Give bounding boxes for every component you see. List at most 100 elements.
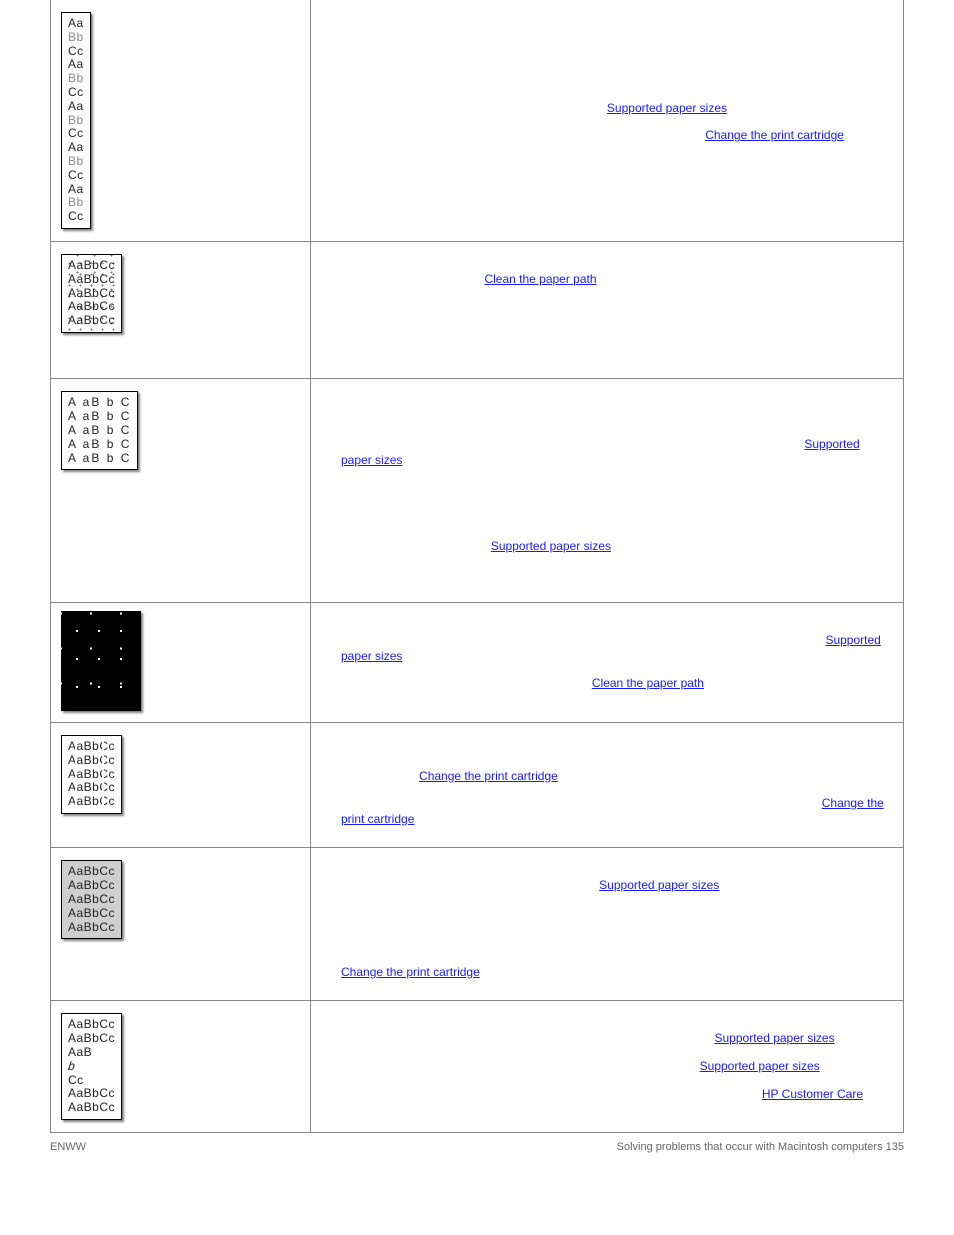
print-sample: AaBbCcAaBbCcAaBbCcAaBbCcAaBbCc xyxy=(61,735,122,814)
print-sample: AaBbCcAaBbCcAaBbCcAaBbCcAaBbCc xyxy=(61,254,122,333)
sample-line: AaBbCc xyxy=(68,273,115,287)
sample-cell: AaBbCcAaBbCcAaBbCcAaBbCcAaBbCc xyxy=(51,1001,311,1133)
sample-line: AaBbCc xyxy=(68,300,115,314)
sample-cell: AaBbCcAaBbCcAaBbCcAaBbCcAaBbCc xyxy=(51,723,311,848)
sample-line: A aB b C xyxy=(68,424,131,438)
solution-item: If the entire page is light, the print d… xyxy=(341,58,893,89)
sample-cell xyxy=(51,603,311,723)
doc-link[interactable]: Clean the paper path xyxy=(484,272,596,286)
sample-line: AaBbCc xyxy=(68,768,115,782)
sample-line: AaBbCc xyxy=(68,1018,115,1032)
sample-line: AaBbCc xyxy=(68,259,115,273)
sample-line: AaBbCc xyxy=(68,781,115,795)
solution-item: If characters are improperly formed, the… xyxy=(341,1087,893,1103)
solution-item: Change the media to a lighter basis weig… xyxy=(341,878,893,894)
doc-link[interactable]: Supported paper sizes xyxy=(341,633,881,663)
solution-list: A single sheet of media might be defecti… xyxy=(321,409,893,582)
doc-link[interactable]: Change the print cartridge xyxy=(341,965,480,979)
solution-item: The media might not meet HP specificatio… xyxy=(341,437,893,468)
doc-link[interactable]: Change the print cartridge xyxy=(341,796,884,826)
footer-left: ENWW xyxy=(50,1141,86,1153)
solution-list: Clean the paper path. See Clean the pape… xyxy=(321,272,893,358)
solution-item: The print cartridge might be defective o… xyxy=(341,128,893,144)
sample-line: AaBbCc xyxy=(68,100,84,141)
row-intro: Vertical lines – Try these steps: xyxy=(321,733,893,747)
page: AaBbCcAaBbCcAaBbCcAaBbCcAaBbCcLight prin… xyxy=(0,0,954,1193)
sample-line: AaBbCc xyxy=(68,287,115,301)
sample-line: AaBbCc xyxy=(68,1032,115,1046)
sample-line: A aB b C xyxy=(68,410,131,424)
solution-list: The print cartridge might be reaching en… xyxy=(321,30,893,144)
row-intro: Black page with white spots – Try these … xyxy=(321,613,893,627)
sample-line: AaBbCc xyxy=(68,921,115,935)
solution-list: The photosensitive drum inside the print… xyxy=(321,753,893,827)
solution-item: Clean the paper path. See Clean the pape… xyxy=(341,272,893,288)
row-intro: Toner specks – Try these steps: xyxy=(321,252,893,266)
sample-blackpage xyxy=(61,611,141,711)
row-intro: Misformed characters – Try these steps: xyxy=(321,1011,893,1025)
sample-line: AaBbCc xyxy=(68,740,115,754)
footer-right: Solving problems that occur with Macinto… xyxy=(617,1141,904,1153)
sample-line: AaBbCc xyxy=(68,17,84,58)
solution-item: If characters are improperly formed, the… xyxy=(341,1031,893,1047)
doc-link[interactable]: Supported paper sizes xyxy=(700,1059,820,1073)
solution-list: If characters are improperly formed, the… xyxy=(321,1031,893,1102)
doc-link[interactable]: Clean the paper path xyxy=(592,676,704,690)
solution-item: The photosensitive drum inside the print… xyxy=(341,753,893,784)
row-intro: Light print or faded – Try these steps: xyxy=(321,10,893,24)
doc-link[interactable]: Supported paper sizes xyxy=(341,437,860,467)
solution-item: The paper path might need to be cleaned.… xyxy=(341,676,893,692)
solution-item: The print cartridge might be defective o… xyxy=(341,949,893,980)
sample-line: AaBbCc xyxy=(68,1087,115,1101)
solution-item: The print cartridge might be reaching en… xyxy=(341,30,893,46)
solution-list: Change the media to a lighter basis weig… xyxy=(321,878,893,980)
solution-item: A single sheet of media might be defecti… xyxy=(341,409,893,425)
page-footer: ENWW Solving problems that occur with Ma… xyxy=(50,1141,904,1153)
sample-line: AaBbCc xyxy=(68,795,115,809)
doc-link[interactable]: HP Customer Care xyxy=(762,1087,863,1101)
table-row: A aB b CA aB b CA aB b CA aB b CA aB b C… xyxy=(51,379,904,603)
doc-link[interactable]: Change the print cartridge xyxy=(705,128,844,142)
sample-line: AaBbCc xyxy=(68,183,84,224)
print-sample: AaBbCcAaBbCcAaBbCcAaBbCcAaBbCc xyxy=(61,1013,122,1120)
solution-item: Check the printer's environment. Very dr… xyxy=(341,906,893,937)
doc-link[interactable]: Supported paper sizes xyxy=(607,101,727,115)
table-row: AaBbCcAaBbCcAaBbCcAaBbCcAaBbCcToner spec… xyxy=(51,241,904,378)
print-sample: AaBbCcAaBbCcAaBbCcAaBbCcAaBbCc xyxy=(61,860,122,939)
solution-list: The media might not meet HP specificatio… xyxy=(321,633,893,692)
sample-cell: AaBbCcAaBbCcAaBbCcAaBbCcAaBbCc xyxy=(51,848,311,1001)
sample-line: AaBbCc xyxy=(68,754,115,768)
sample-line: AaBbCc xyxy=(68,907,115,921)
doc-link[interactable]: Supported paper sizes xyxy=(715,1031,835,1045)
sample-line: AaBbCc xyxy=(68,58,84,99)
sample-cell: AaBbCcAaBbCcAaBbCcAaBbCcAaBbCc xyxy=(51,0,311,241)
sample-line: AaBbCc xyxy=(68,1046,115,1087)
table-row: AaBbCcAaBbCcAaBbCcAaBbCcAaBbCc Gray backg… xyxy=(51,848,904,1001)
solution-item: The media might not meet HP specificatio… xyxy=(341,633,893,664)
sample-line: AaBbCc xyxy=(68,893,115,907)
table-row: AaBbCcAaBbCcAaBbCcAaBbCcAaBbCcVertical l… xyxy=(51,723,904,848)
row-intro: Gray background – Try these steps: xyxy=(321,858,893,872)
sample-cell: A aB b CA aB b CA aB b CA aB b CA aB b C xyxy=(51,379,311,603)
doc-link[interactable]: Change the print cartridge xyxy=(419,769,558,783)
doc-link[interactable]: Supported paper sizes xyxy=(491,539,611,553)
solution-item: The media might not meet HP specificatio… xyxy=(341,101,893,117)
sample-cell: AaBbCcAaBbCcAaBbCcAaBbCcAaBbCc xyxy=(51,241,311,378)
sample-line: AaBbCc xyxy=(68,141,84,182)
print-sample: AaBbCcAaBbCcAaBbCcAaBbCcAaBbCc xyxy=(61,12,91,229)
solution-item: The media lot is bad. The manufacturing … xyxy=(341,523,893,554)
doc-link[interactable]: Supported paper sizes xyxy=(599,878,719,892)
sample-line: AaBbCc xyxy=(68,314,115,328)
solution-cell: Toner specks – Try these steps: Clean the… xyxy=(311,241,904,378)
sample-line: A aB b C xyxy=(68,438,131,452)
solution-item: The media might not meet HP specificatio… xyxy=(341,300,893,316)
row-intro: Dropouts – Try these steps: xyxy=(321,389,893,403)
solution-cell: Vertical lines – Try these steps: The pho… xyxy=(311,723,904,848)
solution-item: The media's moisture content is uneven o… xyxy=(341,480,893,511)
solution-item: Check the printer's environment. Very dr… xyxy=(341,327,893,358)
troubleshooting-table: AaBbCcAaBbCcAaBbCcAaBbCcAaBbCcLight prin… xyxy=(50,0,904,1133)
solution-cell: Light print or faded – Try these steps: T… xyxy=(311,0,904,241)
solution-item: Try a different media type or one that m… xyxy=(341,1059,893,1075)
solution-cell: Black page with white spots – Try these … xyxy=(311,603,904,723)
table-row: Black page with white spots – Try these … xyxy=(51,603,904,723)
